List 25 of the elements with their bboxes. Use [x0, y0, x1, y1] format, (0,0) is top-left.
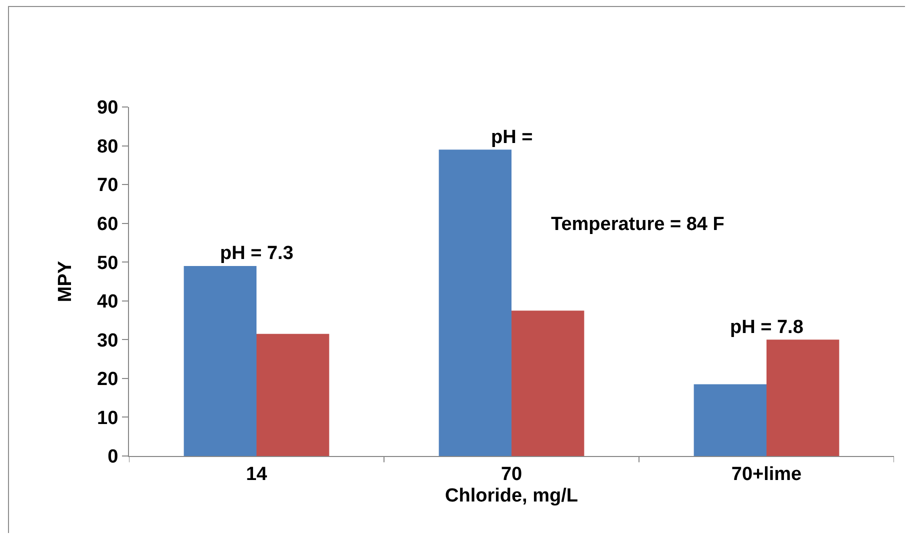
y-tick-label: 80	[97, 136, 118, 158]
annotation: pH = 7.3	[220, 243, 294, 264]
y-tick-label: 0	[108, 446, 118, 468]
bar	[256, 334, 330, 456]
annotation: pH =	[491, 127, 533, 148]
annotation: Temperature = 84 F	[551, 214, 724, 235]
bar	[766, 340, 840, 456]
x-tick-label: 70	[500, 464, 522, 485]
x-tick-label: 70+lime	[731, 464, 802, 485]
annotation: pH = 7.8	[730, 317, 804, 338]
y-tick-label: 50	[97, 252, 118, 274]
y-tick-label: 20	[97, 369, 118, 390]
y-tick-label: 70	[97, 175, 118, 196]
y-tick-label: 40	[97, 292, 118, 313]
x-axis-title: Chloride, mg/L	[445, 486, 578, 507]
bar	[512, 310, 584, 456]
y-tick-label: 90	[97, 98, 118, 119]
bar	[184, 266, 256, 456]
y-tick-label: 10	[97, 408, 118, 429]
y-axis-title: MPY	[54, 260, 76, 302]
bar	[438, 150, 512, 456]
bar	[694, 384, 766, 456]
y-tick-label: 60	[97, 214, 118, 235]
x-tick-label: 14	[246, 464, 268, 485]
y-tick-label: 30	[97, 330, 118, 352]
